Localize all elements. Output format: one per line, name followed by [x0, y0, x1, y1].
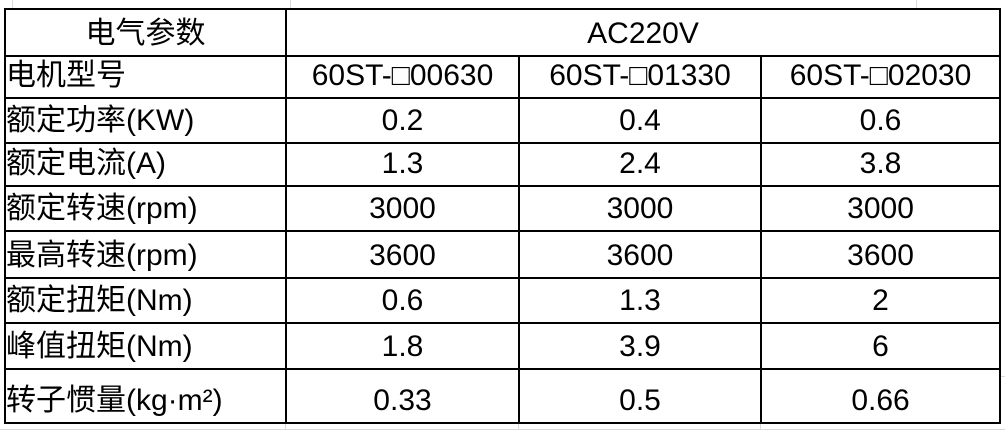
spec-value-cell: 0.6	[759, 97, 1002, 144]
model-row: 电机型号 60ST-□00630 60ST-□01330 60ST-□02030	[4, 55, 1002, 99]
spec-value-cell: 3600	[518, 230, 762, 279]
spec-value-cell: 0.5	[518, 368, 762, 424]
spec-label-cell: 额定转速(rpm)	[4, 185, 287, 232]
spec-value-cell: 0.33	[285, 368, 520, 424]
spec-label-cell: 额定电流(A)	[4, 142, 287, 187]
spec-label-cell: 额定功率(KW)	[4, 97, 287, 144]
spec-row-rated-current: 额定电流(A) 1.3 2.4 3.8	[4, 142, 1002, 187]
sheet-gridline	[518, 423, 519, 430]
param-header-cell: 电气参数	[4, 8, 287, 57]
spec-value-cell: 1.3	[518, 277, 762, 324]
model-cell-3: 60ST-□02030	[759, 55, 1002, 99]
spec-value-cell: 6	[759, 322, 1002, 370]
spec-value-cell: 0.66	[759, 368, 1002, 424]
spec-row-peak-torque: 峰值扭矩(Nm) 1.8 3.9 6	[4, 322, 1002, 370]
spec-value-cell: 3000	[518, 185, 762, 232]
sheet-gridline	[285, 423, 286, 430]
spec-label-cell: 额定扭矩(Nm)	[4, 277, 287, 324]
spec-value-cell: 1.8	[285, 322, 520, 370]
sheet-gridline	[760, 423, 761, 430]
spec-row-max-speed: 最高转速(rpm) 3600 3600 3600	[4, 230, 1002, 279]
spec-label-cell: 峰值扭矩(Nm)	[4, 322, 287, 370]
spec-value-cell: 1.3	[285, 142, 520, 187]
spec-value-cell: 2	[759, 277, 1002, 324]
spec-row-rated-power: 额定功率(KW) 0.2 0.4 0.6	[4, 97, 1002, 144]
motor-spec-table: 电气参数 AC220V 电机型号 60ST-□00630 60ST-□01330…	[4, 8, 1002, 424]
sheet-gridline	[12, 0, 13, 8]
model-cell-2: 60ST-□01330	[518, 55, 762, 99]
sheet-gridline	[1000, 376, 1005, 377]
sheet-gridline	[290, 0, 291, 8]
spec-label-cell: 转子惯量(kg·m²)	[4, 368, 287, 424]
spec-row-rated-torque: 额定扭矩(Nm) 0.6 1.3 2	[4, 277, 1002, 324]
header-row: 电气参数 AC220V	[4, 8, 1002, 57]
spec-label-cell: 最高转速(rpm)	[4, 230, 287, 279]
spec-value-cell: 3.9	[518, 322, 762, 370]
spec-value-cell: 3600	[759, 230, 1002, 279]
voltage-header-cell: AC220V	[284, 8, 1002, 57]
spec-value-cell: 2.4	[518, 142, 762, 187]
spec-row-rotor-inertia: 转子惯量(kg·m²) 0.33 0.5 0.66	[4, 368, 1002, 424]
spec-row-rated-speed: 额定转速(rpm) 3000 3000 3000	[4, 185, 1002, 232]
model-cell-1: 60ST-□00630	[285, 55, 520, 99]
spec-value-cell: 0.4	[518, 97, 762, 144]
spec-value-cell: 0.6	[285, 277, 520, 324]
spec-value-cell: 0.2	[285, 97, 520, 144]
model-row-label: 电机型号	[4, 55, 287, 99]
spec-value-cell: 3.8	[759, 142, 1002, 187]
sheet-gridline	[916, 0, 917, 8]
spec-value-cell: 3600	[285, 230, 520, 279]
spec-value-cell: 3000	[759, 185, 1002, 232]
spec-value-cell: 3000	[285, 185, 520, 232]
